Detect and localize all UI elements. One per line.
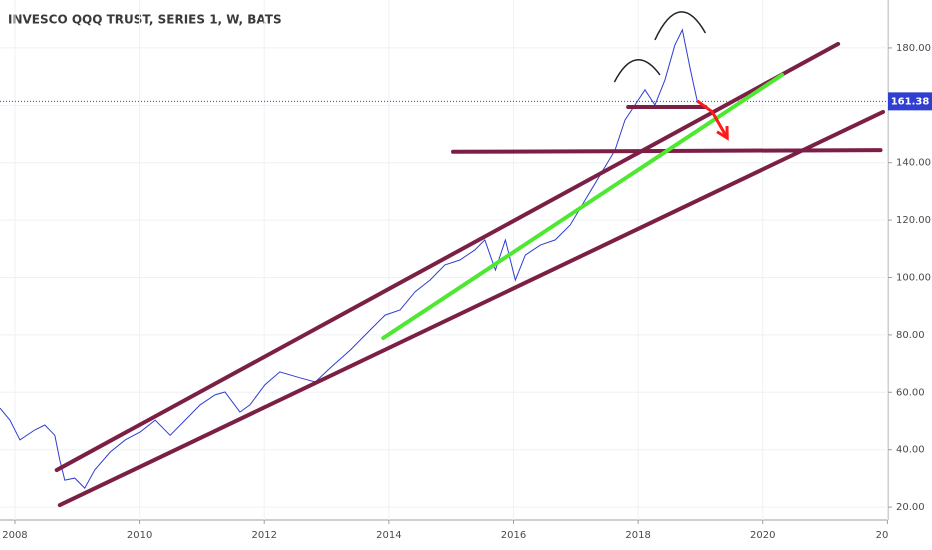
x-tick-label: 2018 — [625, 530, 650, 541]
arc — [613, 59, 661, 83]
x-tick-label: 2010 — [127, 530, 152, 541]
last-price-badge — [888, 92, 932, 111]
x-tick-label: 20 — [876, 530, 889, 541]
y-tick-label: 180.00 — [896, 43, 931, 54]
y-tick-label: 140.00 — [896, 158, 931, 169]
arrow-head — [716, 126, 729, 141]
y-tick-label: 120.00 — [896, 215, 931, 226]
x-tick-label: 2008 — [2, 530, 27, 541]
x-tick-label: 2014 — [376, 530, 401, 541]
x-tick-label: 2012 — [251, 530, 276, 541]
y-tick-label: 40.00 — [896, 445, 925, 456]
y-tick-label: 20.00 — [896, 502, 925, 513]
y-tick-label: 80.00 — [896, 330, 925, 341]
arc — [654, 11, 707, 41]
price-line — [0, 28, 698, 489]
chart-title: INVESCO QQQ TRUST, SERIES 1, W, BATS — [8, 13, 282, 27]
trend-line — [54, 41, 841, 473]
x-tick-label: 2020 — [750, 530, 775, 541]
x-tick-label: 2016 — [501, 530, 526, 541]
arrow — [696, 99, 729, 139]
last-price-label: 161.38 — [891, 96, 930, 107]
y-tick-label: 60.00 — [896, 387, 925, 398]
y-tick-label: 100.00 — [896, 273, 931, 284]
trend-line — [57, 109, 886, 508]
